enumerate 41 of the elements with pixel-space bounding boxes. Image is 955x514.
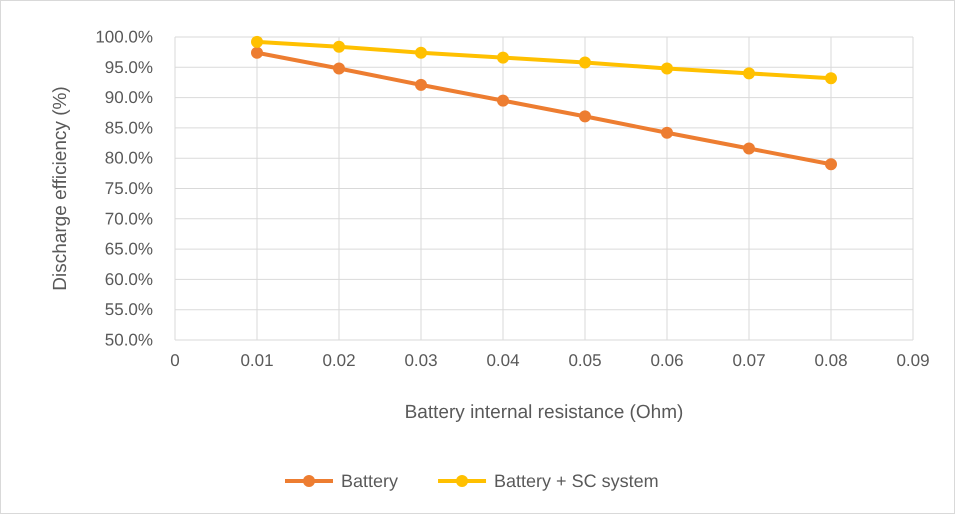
x-tick-label: 0.05: [568, 351, 602, 370]
point: [579, 110, 591, 122]
y-tick-label: 90.0%: [104, 88, 153, 108]
point: [661, 62, 673, 75]
y-tick-label: 50.0%: [104, 330, 153, 350]
y-tick-label: 75.0%: [104, 178, 153, 198]
y-tick-label: 85.0%: [104, 118, 153, 138]
y-tick-label: 70.0%: [104, 209, 153, 228]
point: [251, 36, 263, 48]
x-tick-label: 0.01: [240, 351, 274, 370]
point: [825, 158, 837, 170]
point: [743, 67, 755, 80]
point: [333, 40, 345, 53]
x-tick-label: 0.06: [650, 351, 684, 370]
x-tick-label: 0.09: [896, 351, 930, 370]
y-tick-label: 80.0%: [104, 148, 153, 168]
x-tick-label: 0.04: [486, 351, 520, 370]
point: [497, 52, 509, 64]
point: [579, 56, 591, 68]
x-tick-label: 0: [170, 351, 180, 370]
legend-label: Battery + SC system: [494, 471, 659, 491]
y-tick-label: 65.0%: [104, 240, 153, 259]
x-axis-title: Battery internal resistance (Ohm): [404, 402, 684, 423]
point: [415, 46, 427, 59]
y-tick-label: 95.0%: [104, 58, 153, 77]
y-tick-label: 55.0%: [104, 300, 153, 320]
y-tick-label: 60.0%: [104, 270, 153, 289]
point: [743, 142, 755, 155]
y-tick-label: 100.0%: [95, 27, 153, 46]
legend-label: Battery: [341, 471, 398, 491]
point: [415, 78, 427, 91]
point: [251, 46, 263, 59]
point: [497, 94, 509, 107]
x-tick-label: 0.02: [322, 351, 356, 370]
x-tick-label: 0.07: [732, 351, 766, 370]
point: [333, 62, 345, 75]
point: [661, 126, 673, 139]
x-tick-label: 0.08: [814, 351, 848, 370]
x-tick-label: 0.03: [404, 351, 438, 370]
y-axis-title: Discharge efficiency (%): [50, 86, 71, 291]
point: [825, 72, 837, 84]
